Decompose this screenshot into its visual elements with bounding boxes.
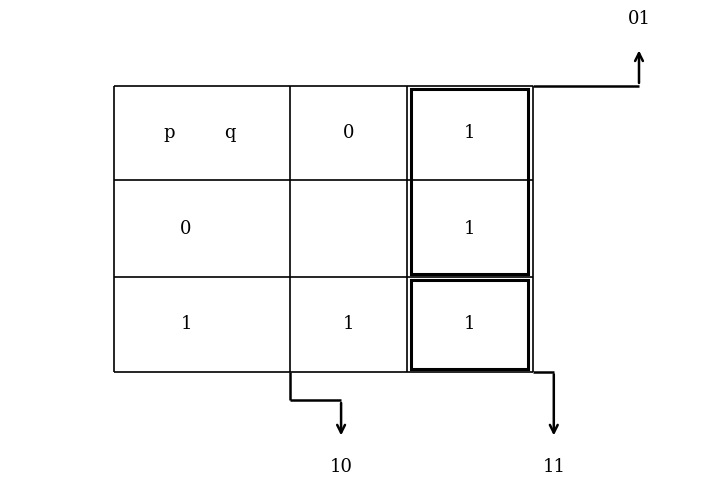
Text: 0: 0 xyxy=(180,220,192,238)
Text: 1: 1 xyxy=(180,315,192,333)
Text: 0: 0 xyxy=(342,124,354,142)
Text: 1: 1 xyxy=(464,315,476,333)
Text: 1: 1 xyxy=(464,124,476,142)
Bar xyxy=(411,88,528,274)
Text: 1: 1 xyxy=(342,315,354,333)
Bar xyxy=(411,280,528,369)
Text: 1: 1 xyxy=(464,220,476,238)
Text: 01: 01 xyxy=(628,10,650,28)
Text: 11: 11 xyxy=(542,458,565,476)
Text: 10: 10 xyxy=(329,458,353,476)
Text: q: q xyxy=(224,124,236,142)
Text: p: p xyxy=(164,124,175,142)
